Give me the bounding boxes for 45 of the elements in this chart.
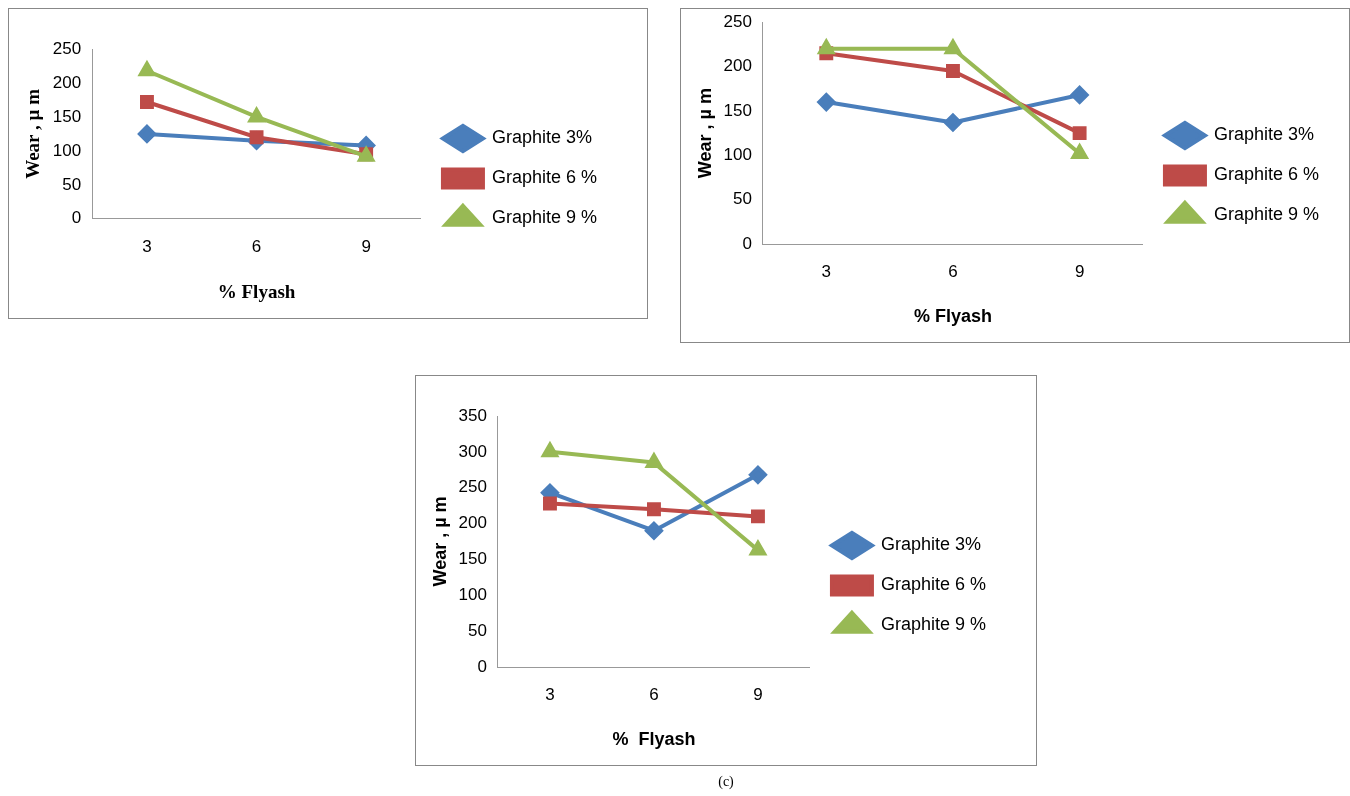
y-tick-label: 50	[468, 620, 487, 640]
x-tick-label: 6	[251, 236, 262, 256]
y-tick-label: 100	[723, 144, 752, 164]
y-tick-label: 300	[458, 441, 487, 461]
legend-label: Graphite 6 %	[880, 574, 987, 595]
y-axis-title: Wear , µ m	[694, 88, 715, 179]
y-tick-label: 150	[723, 100, 752, 120]
x-tick-label: 6	[948, 261, 958, 281]
y-tick-label: 100	[52, 140, 82, 160]
legend-label: Graphite 9 %	[1213, 204, 1320, 225]
y-tick-label: 150	[52, 106, 82, 126]
legend-label: Graphite 3%	[880, 534, 982, 555]
x-tick-label: 3	[821, 261, 832, 281]
text: (c)	[717, 774, 735, 790]
x-tick-label: 9	[1074, 261, 1085, 281]
y-tick-label: 250	[52, 38, 82, 58]
y-tick-label: 150	[458, 549, 487, 569]
y-tick-label: 50	[62, 174, 82, 194]
y-tick-label: 350	[458, 405, 487, 425]
legend-label: Graphite 9 %	[491, 207, 598, 228]
y-tick-label: 250	[458, 477, 487, 497]
x-axis-title: % Flyash	[612, 729, 696, 750]
legend-label: Graphite 6 %	[491, 167, 598, 188]
x-tick-label: 9	[753, 684, 763, 704]
y-tick-label: 100	[458, 584, 487, 604]
legend-label: Graphite 3%	[491, 127, 593, 148]
x-tick-label: 3	[545, 684, 555, 704]
x-tick-label: 3	[142, 236, 152, 256]
y-tick-label: 50	[733, 189, 752, 209]
x-axis-title: % Flyash	[217, 280, 296, 302]
y-tick-label: 0	[742, 233, 752, 253]
y-tick-label: 250	[723, 11, 752, 31]
x-tick-label: 6	[649, 684, 659, 704]
x-tick-label: 9	[361, 236, 371, 256]
y-tick-label: 200	[723, 56, 752, 76]
y-tick-label: 0	[477, 656, 487, 676]
legend-label: Graphite 3%	[1213, 124, 1315, 145]
legend-label: Graphite 9 %	[880, 614, 987, 635]
y-axis-title: Wear , µ m	[22, 88, 44, 179]
y-tick-label: 200	[52, 72, 82, 92]
y-axis-title: Wear , µ m	[429, 496, 450, 587]
legend-label: Graphite 6 %	[1213, 164, 1320, 185]
y-tick-label: 200	[458, 513, 487, 533]
y-tick-label: 0	[71, 208, 82, 228]
x-axis-title: % Flyash	[913, 306, 992, 327]
